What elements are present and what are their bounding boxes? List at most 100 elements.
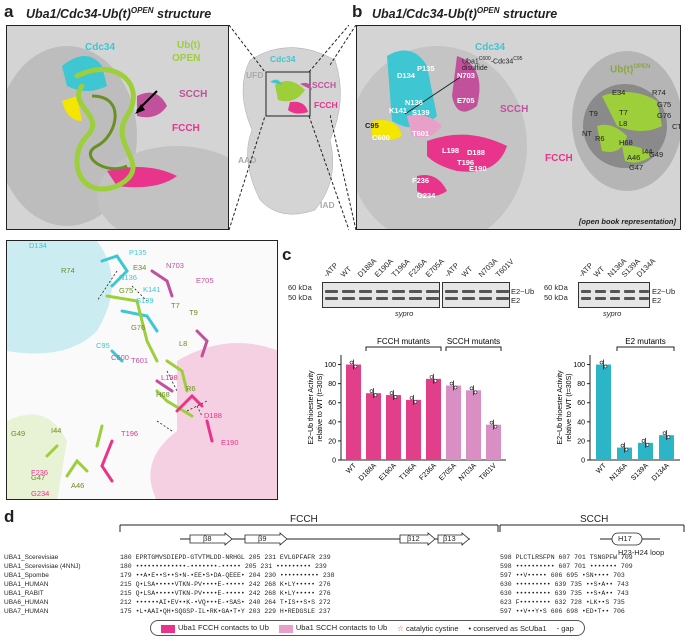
overview-scch: SCCH [312, 80, 337, 90]
gel-band-lower [595, 297, 606, 300]
panel-a-structure-view: Cdc34 Ub(t) OPEN SCCH FCCH [6, 25, 229, 230]
stick-residue-label: A46 [71, 481, 85, 490]
bar-T196A [406, 399, 421, 460]
ub-residue-label-b: A46 [627, 153, 641, 162]
alignment-row-scch: 630 ••••••••• 639 735 ••S•A•• 743 [500, 581, 629, 588]
cdc34-label-b: Cdc34 [475, 42, 506, 53]
ubt-label-a: Ub(t) [177, 40, 201, 51]
stick-residue-label: K141 [143, 285, 161, 294]
data-point [393, 395, 398, 399]
stick-residue-label: I44 [51, 426, 62, 435]
x-tick-label: T196A [398, 462, 418, 482]
band-label-e2ub-r: E2~Ub [652, 287, 676, 296]
gel-band-lower [609, 297, 621, 300]
data-point [433, 379, 438, 383]
data-point [599, 360, 604, 365]
panel-b-title: Uba1/Cdc34-Ub(t)OPEN structure [372, 6, 558, 22]
residue-label-b: N136 [405, 98, 423, 107]
x-tick-label: D134A [651, 462, 671, 482]
stick-residue-label: T9 [189, 308, 198, 317]
bar-N703A [466, 390, 481, 460]
fcch-header-d: FCCH [290, 514, 318, 525]
alignment-panel: FCCH SCCH β8 β9 β12 β13 H17 H23-H24 loop… [0, 510, 685, 638]
data-point [453, 385, 458, 390]
y-tick-label: 60 [577, 400, 585, 407]
stick-residue-label: G76 [131, 323, 146, 332]
stick-residue-label: T601 [131, 356, 149, 365]
h17-label: H17 [618, 534, 632, 543]
panel-b-open-book-view: Cdc34 SCCH FCCH Uba1C600-Cdc34C95 disulfi… [356, 25, 681, 230]
x-tick-label: F236A [418, 462, 438, 482]
y-tick-label: 20 [328, 438, 336, 445]
x-tick-label: S139A [630, 462, 650, 482]
stick-residue-label: L8 [179, 339, 188, 348]
overview-aad: AAD [238, 155, 257, 165]
ub-residue-label-b: G76 [657, 111, 672, 120]
x-tick-label: WT [595, 462, 608, 475]
gel-band-upper [595, 290, 606, 293]
y-tick-label: 40 [577, 419, 585, 426]
band-label-e2-r: E2 [652, 296, 662, 305]
alignment-row-name: UBA6_HUMAN [4, 599, 49, 606]
y-tick-label: 80 [328, 381, 336, 388]
overview-structure: Cdc34 UFD SCCH FCCH AAD IAD [230, 40, 350, 220]
bar-E190A [386, 395, 401, 460]
stick-residue-label: D134 [29, 241, 47, 250]
beta13-label: β13 [443, 534, 456, 543]
gel-fcch [322, 282, 440, 308]
marker-50-e2: 50 kDa [544, 293, 568, 302]
residue-label-b: D188 [467, 148, 485, 157]
panel-letter-d: d [4, 507, 15, 526]
stick-residue-label: R6 [186, 384, 196, 393]
x-tick-label: N136A [609, 462, 629, 482]
data-point [389, 391, 394, 395]
gel-band-lower [426, 297, 439, 300]
band-label-e2ub: E2~Ub [511, 287, 535, 296]
data-point [473, 390, 478, 395]
overview-surface [242, 47, 341, 215]
panel-letter-a: a [4, 2, 14, 21]
stick-model-drawing [7, 241, 277, 499]
alignment-row-fcch: 175 •L•AAI•QH•SQGSP-IL•RK•GA•T•Y 203 229… [120, 608, 331, 615]
fcch-label-a: FCCH [172, 123, 200, 134]
legend-scch: Uba1 SCCH contacts to Ub [278, 623, 387, 633]
stick-residue-label: P135 [129, 248, 147, 257]
stick-residue-label: E190 [221, 438, 239, 447]
stick-residue-label: L198 [161, 373, 178, 382]
alignment-row-scch: 597 ••V••Y•S 606 698 •ED•T•• 706 [500, 608, 625, 615]
residue-label-b: F236 [412, 176, 430, 185]
ub-residue-label-b: H68 [619, 138, 633, 147]
data-point [493, 424, 498, 429]
data-point [373, 393, 378, 397]
gel-band-upper [426, 290, 439, 293]
gel-band-upper [624, 290, 635, 293]
gel-lane-label: E705A [423, 256, 446, 279]
bar-D134A [659, 435, 674, 460]
alignment-row-fcch: 180 EPRTGMVSDIEPD-GTVTMLDD-NRHGL 205 231… [120, 554, 331, 561]
alignment-row-scch: 597 ••V••••• 606 695 •SN•••• 703 [500, 572, 625, 579]
stick-residue-label: G47 [31, 473, 46, 482]
stick-residue-label: C600 [111, 353, 129, 362]
stick-residue-label: N703 [166, 261, 184, 270]
alignment-row-name: UBA1_Spombe [4, 572, 49, 579]
data-point [353, 364, 358, 369]
data-point [413, 400, 418, 404]
stick-residue-label: S139 [136, 296, 154, 305]
alignment-row-scch: 598 PLCTLRSFPN 607 701 TSNGPFW 709 [500, 554, 633, 561]
y-tick-label: 80 [577, 381, 585, 388]
stick-residue-label: F236 [31, 468, 49, 477]
gel-band-lower [325, 297, 338, 300]
y-axis-label: E2~Ub thioester Activity relative to WT (… [557, 370, 573, 445]
beta9-label: β9 [258, 534, 267, 543]
bar-WT [346, 364, 361, 460]
x-tick-label: E705A [438, 462, 458, 482]
stick-residue-label: G49 [11, 429, 26, 438]
group-bracket [616, 346, 675, 351]
overview-fcch: FCCH [314, 100, 338, 110]
ub-residue-label-b: NT [582, 129, 592, 138]
structure-surface-a [7, 26, 228, 229]
gel-e2 [578, 282, 650, 308]
gel-band-lower [479, 297, 492, 300]
alignment-row-fcch: 179 ••A•E••S••S•N-•EE•S•DA-QEEE• 204 230… [120, 572, 335, 579]
y-tick-label: 40 [328, 419, 336, 426]
